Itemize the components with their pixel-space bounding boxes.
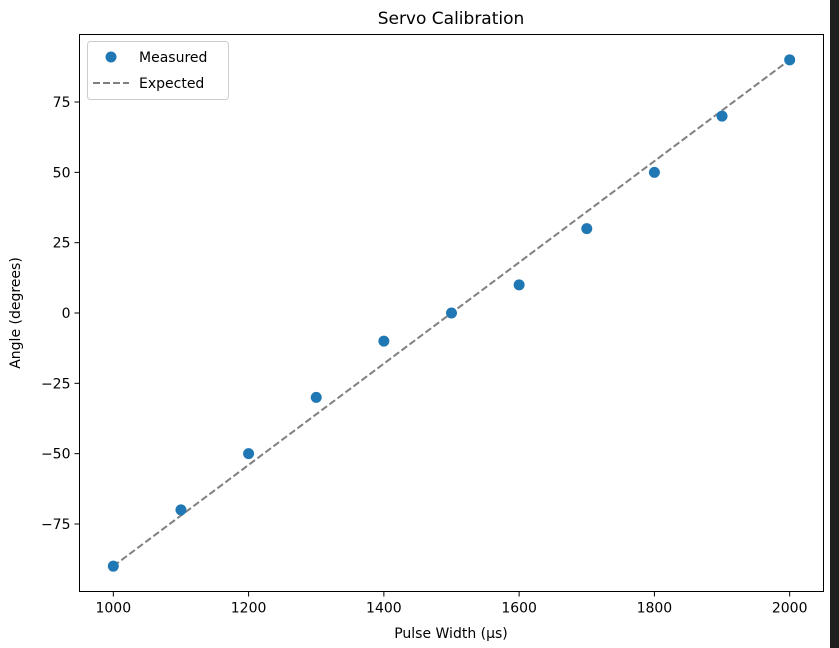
legend-box bbox=[87, 41, 229, 100]
legend-label-measured: Measured bbox=[139, 50, 207, 66]
axes-frame bbox=[79, 34, 824, 592]
measured-point bbox=[107, 560, 119, 572]
measured-point bbox=[784, 54, 796, 66]
x-tick-label: 1800 bbox=[637, 601, 673, 617]
y-tick-label: −50 bbox=[41, 447, 71, 463]
plot-area: 1000 1200 1400 1600 1800 2000 75 50 25 0 −25 −50 −75 bbox=[41, 54, 808, 617]
y-axis-label: Angle (degrees) bbox=[8, 257, 24, 369]
legend-marker-measured bbox=[105, 51, 117, 63]
measured-point bbox=[175, 504, 187, 516]
x-tick-label: 1400 bbox=[366, 601, 402, 617]
x-tick-label: 1200 bbox=[231, 601, 267, 617]
measured-point bbox=[513, 279, 525, 291]
x-tick-label: 2000 bbox=[772, 601, 808, 617]
x-tick-label: 1600 bbox=[501, 601, 537, 617]
measured-point bbox=[648, 166, 660, 178]
y-tick-label: 0 bbox=[62, 306, 71, 322]
chart-title: Servo Calibration bbox=[378, 9, 525, 29]
measured-point bbox=[716, 110, 728, 122]
y-tick-label: −75 bbox=[41, 517, 71, 533]
x-tick-label: 1000 bbox=[95, 601, 131, 617]
y-tick-label: 25 bbox=[53, 236, 71, 252]
window-edge bbox=[830, 0, 839, 648]
y-tick-label: 50 bbox=[53, 165, 71, 181]
measured-point bbox=[243, 448, 255, 460]
measured-point bbox=[581, 223, 593, 235]
measured-point bbox=[310, 391, 322, 403]
y-tick-label: 75 bbox=[53, 95, 71, 111]
x-axis-label: Pulse Width (µs) bbox=[394, 626, 508, 642]
y-tick-label: −25 bbox=[41, 376, 71, 392]
legend: Measured Expected bbox=[87, 41, 229, 100]
legend-label-expected: Expected bbox=[139, 76, 204, 92]
measured-point bbox=[378, 335, 390, 347]
measured-point bbox=[446, 307, 457, 319]
